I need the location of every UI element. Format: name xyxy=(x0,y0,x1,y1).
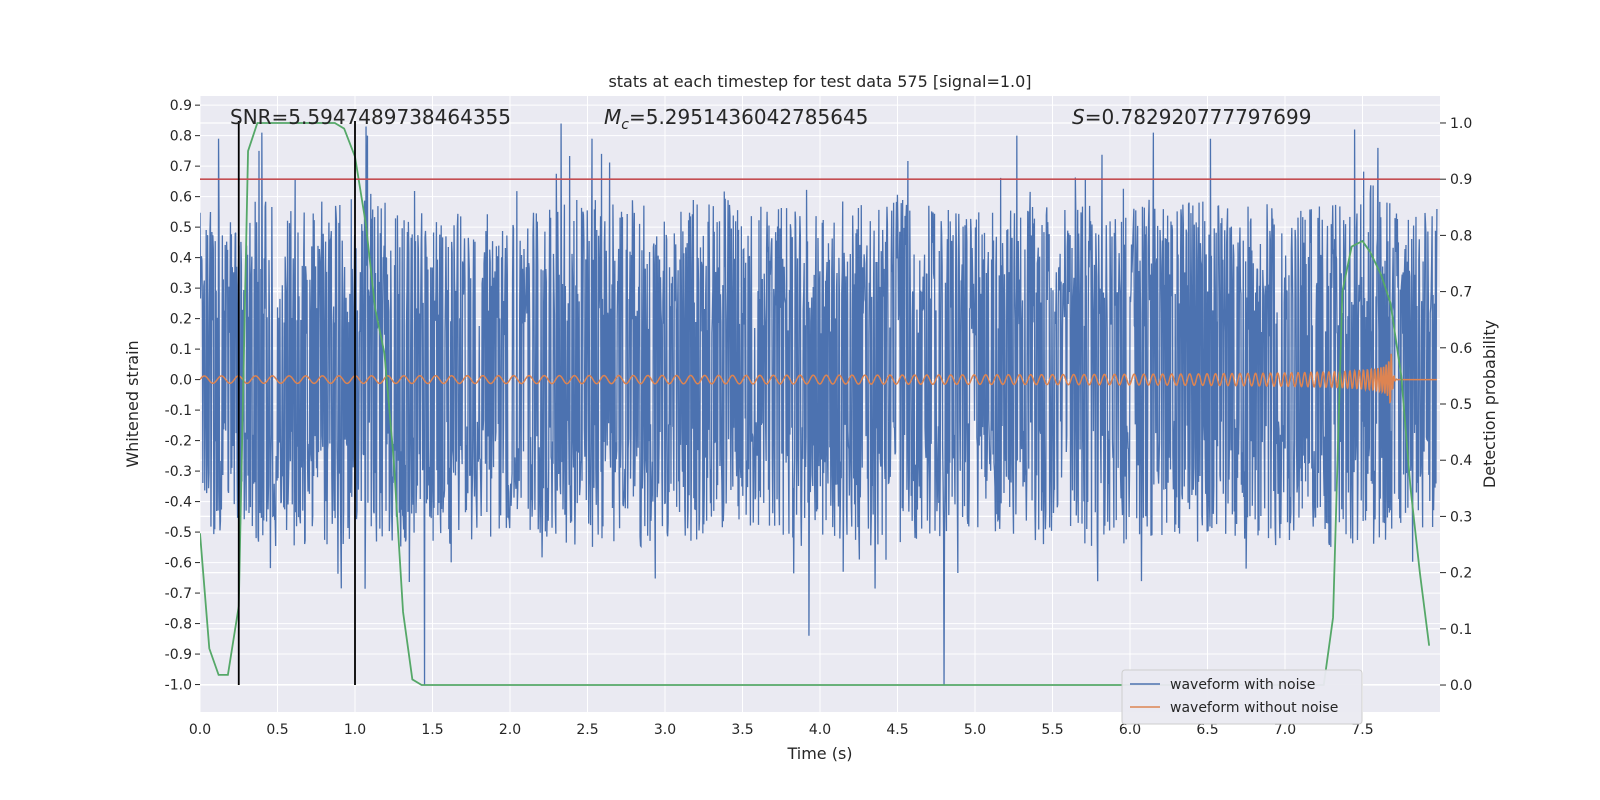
y2-tick-label: 0.7 xyxy=(1450,285,1472,301)
y2-tick-label: 0.3 xyxy=(1450,509,1472,525)
x-tick-label: 3.5 xyxy=(731,722,753,738)
y2-axis-label: Detection probability xyxy=(1480,320,1499,488)
y-tick-label: 0.5 xyxy=(170,220,192,236)
y-tick-label: -1.0 xyxy=(165,678,192,694)
y-tick-label: 0.1 xyxy=(170,342,192,358)
y-tick-label: -0.4 xyxy=(165,495,192,511)
x-tick-label: 0.0 xyxy=(189,722,211,738)
y-tick-label: 0.6 xyxy=(170,190,192,206)
chirp-mass-symbol: M xyxy=(604,105,621,129)
legend: waveform with noise waveform without noi… xyxy=(1121,669,1363,725)
x-tick-label: 1.5 xyxy=(421,722,443,738)
legend-label-noise: waveform with noise xyxy=(1170,677,1315,693)
y2-tick-label: 0.6 xyxy=(1450,341,1472,357)
y-axis-label: Whitened strain xyxy=(123,340,142,467)
x-tick-label: 2.5 xyxy=(576,722,598,738)
y2-tick-label: 0.9 xyxy=(1450,172,1472,188)
x-tick-label: 4.0 xyxy=(809,722,831,738)
y-tick-label: -0.2 xyxy=(165,434,192,450)
snr-annotation: SNR=5.5947489738464355 xyxy=(230,105,511,129)
s-value: =0.782920777797699 xyxy=(1085,105,1312,129)
x-tick-label: 2.0 xyxy=(499,722,521,738)
legend-box xyxy=(1121,669,1363,725)
y-tick-label: 0.9 xyxy=(170,98,192,114)
y-tick-label: -0.5 xyxy=(165,525,192,541)
y2-tick-label: 1.0 xyxy=(1450,116,1472,132)
y-tick-label: 0.7 xyxy=(170,159,192,175)
y2-tick-label: 0.4 xyxy=(1450,453,1472,469)
x-tick-label: 7.5 xyxy=(1351,722,1373,738)
y-tick-label: 0.0 xyxy=(170,373,192,389)
x-tick-label: 5.5 xyxy=(1041,722,1063,738)
y2-tick-label: 0.5 xyxy=(1450,397,1472,413)
s-symbol: S xyxy=(1072,105,1085,129)
x-tick-label: 6.0 xyxy=(1119,722,1141,738)
x-tick-label: 3.0 xyxy=(654,722,676,738)
y-tick-label: -0.7 xyxy=(165,586,192,602)
x-tick-label: 1.0 xyxy=(344,722,366,738)
s-annotation: S=0.782920777797699 xyxy=(1072,105,1311,129)
y-tick-label: 0.3 xyxy=(170,281,192,297)
y-tick-label: -0.9 xyxy=(165,647,192,663)
x-axis-label: Time (s) xyxy=(786,744,852,763)
y2-tick-label: 0.2 xyxy=(1450,566,1472,582)
chirp-mass-value: =5.2951436042785645 xyxy=(629,105,868,129)
y2-tick-label: 0.0 xyxy=(1450,678,1472,694)
x-tick-label: 0.5 xyxy=(266,722,288,738)
y2-tick-label: 0.1 xyxy=(1450,622,1472,638)
y-tick-label: 0.8 xyxy=(170,129,192,145)
y-tick-label: 0.4 xyxy=(170,251,192,267)
chart-title: stats at each timestep for test data 575… xyxy=(608,72,1031,91)
y-tick-label: -0.1 xyxy=(165,403,192,419)
x-tick-label: 6.5 xyxy=(1196,722,1218,738)
y-tick-label: -0.8 xyxy=(165,617,192,633)
x-tick-label: 7.0 xyxy=(1274,722,1296,738)
y-tick-label: 0.2 xyxy=(170,312,192,328)
chirp-mass-subscript: c xyxy=(621,117,629,133)
y-tick-label: -0.6 xyxy=(165,556,192,572)
x-tick-label: 5.0 xyxy=(964,722,986,738)
x-tick-label: 4.5 xyxy=(886,722,908,738)
noise-waveform-line xyxy=(200,123,1438,685)
chirp-mass-annotation: Mc=5.2951436042785645 xyxy=(604,105,868,133)
y-tick-label: -0.3 xyxy=(165,464,192,480)
legend-label-clean: waveform without noise xyxy=(1170,700,1338,716)
clean-waveform-line xyxy=(200,353,1437,404)
y2-tick-label: 0.8 xyxy=(1450,228,1472,244)
